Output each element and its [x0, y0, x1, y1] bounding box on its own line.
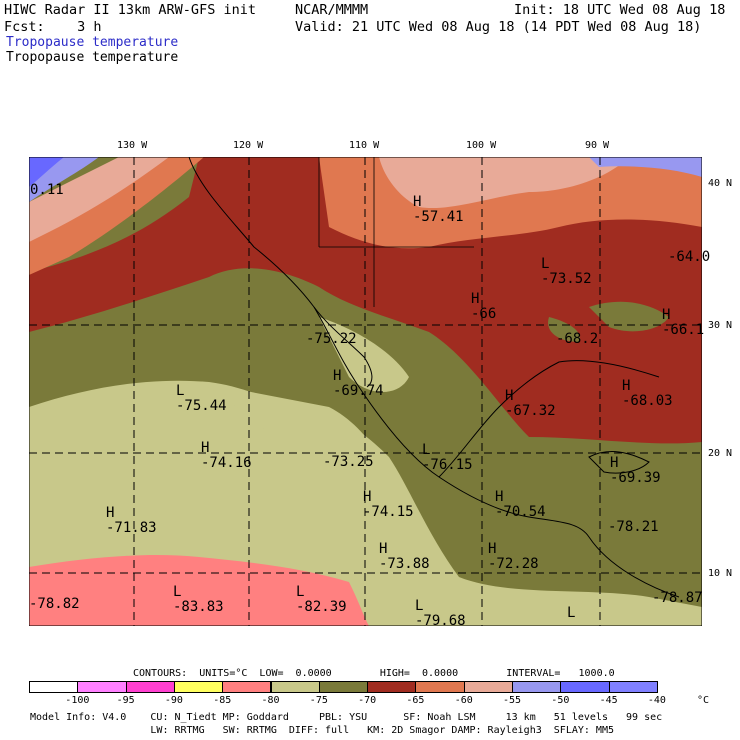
- map-label-low: L: [567, 605, 576, 621]
- map-label-low: L -75.44: [176, 383, 227, 414]
- map-label-high: H -73.88: [379, 541, 430, 572]
- map-label-high: H -72.28: [488, 541, 539, 572]
- map-label-high: H -69.74: [333, 368, 384, 399]
- field-title-colored: Tropopause temperature: [6, 35, 179, 50]
- map-label-value: -78.82: [29, 596, 80, 612]
- color-scale-tick-label: -60: [454, 695, 473, 706]
- map-label-high: H -74.16: [201, 440, 252, 471]
- color-scale-cell: [318, 681, 369, 693]
- color-scale-tick-label: -40: [647, 695, 666, 706]
- model-title: HIWC Radar II 13km ARW-GFS init: [4, 2, 256, 18]
- lon-label-100w: 100 W: [466, 140, 497, 151]
- color-scale-cell: [415, 681, 465, 693]
- map-label-value: -73.25: [323, 454, 374, 470]
- map-label-value: -78.87: [652, 590, 703, 606]
- color-scale-tick-label: -80: [261, 695, 280, 706]
- valid-time: Valid: 21 UTC Wed 08 Aug 18 (14 PDT Wed …: [295, 19, 702, 35]
- color-scale-cell: [222, 681, 272, 693]
- color-scale-tick-label: -55: [503, 695, 522, 706]
- field-title: Tropopause temperature: [6, 50, 179, 65]
- model-info-line2: LW: RRTMG SW: RRTMG DIFF: full KM: 2D Sm…: [30, 725, 614, 736]
- map-label-low: L -73.52: [541, 256, 592, 287]
- color-scale-cell: [77, 681, 127, 693]
- color-scale-cell: [270, 681, 320, 693]
- map-label-value: -78.21: [608, 519, 659, 535]
- unit-label: °C: [697, 695, 710, 706]
- init-time: Init: 18 UTC Wed 08 Aug 18: [514, 2, 726, 18]
- color-scale-cell: [463, 681, 513, 693]
- color-scale-tick-label: -75: [309, 695, 328, 706]
- lon-label-130w: 130 W: [117, 140, 148, 151]
- color-scale-cell: [560, 681, 610, 693]
- map-label-low: L -76.15: [422, 442, 473, 473]
- map-label-high: H -69.39: [610, 455, 661, 486]
- map-label-high: H -67.32: [505, 388, 556, 419]
- map-label-value: -68.2: [556, 331, 599, 347]
- forecast-hour: Fcst: 3 h: [4, 19, 102, 35]
- lon-label-110w: 110 W: [349, 140, 380, 151]
- map-label-value: 0.11: [30, 182, 64, 198]
- map-label-high: H -66.1: [662, 307, 705, 338]
- map-label-high: H -68.03: [622, 378, 673, 409]
- lat-label-20n: 20 N: [708, 448, 733, 459]
- lon-label-120w: 120 W: [233, 140, 264, 151]
- map-label-low: L -83.83: [173, 584, 224, 615]
- color-scale-tick-label: -45: [599, 695, 618, 706]
- color-scale-tick-label: -50: [551, 695, 570, 706]
- color-scale-tick-label: -85: [213, 695, 232, 706]
- model-info-line1: Model Info: V4.0 CU: N_Tiedt MP: Goddard…: [30, 712, 663, 723]
- contour-info: CONTOURS: UNITS=°C LOW= 0.0000 HIGH= 0.0…: [133, 668, 615, 679]
- map-label-high: H -70.54: [495, 489, 546, 520]
- map-label-low: L -82.39: [296, 584, 347, 615]
- color-scale-cell: [608, 681, 658, 693]
- lat-label-10n: 10 N: [708, 568, 733, 579]
- org-label: NCAR/MMMM: [295, 2, 369, 18]
- lat-label-40n: 40 N: [708, 178, 733, 189]
- color-scale-cell: [367, 681, 417, 693]
- map-label-high: H -71.83: [106, 505, 157, 536]
- lon-label-90w: 90 W: [585, 140, 610, 151]
- map-label-high: H -74.15: [363, 489, 414, 520]
- color-scale-tick-label: -100: [65, 695, 90, 706]
- map-label-value: -64.0: [668, 249, 711, 265]
- color-scale-tick-label: -95: [116, 695, 135, 706]
- map-label-low: L -79.68: [415, 598, 466, 629]
- map-label-high: H -66: [471, 291, 497, 322]
- color-scale-tick-label: -65: [406, 695, 425, 706]
- lat-label-30n: 30 N: [708, 320, 733, 331]
- color-scale-cell: [173, 681, 224, 693]
- map-label-value: -75.22: [306, 331, 357, 347]
- tropopause-temperature-map: [29, 157, 702, 626]
- color-scale-cell: [512, 681, 562, 693]
- color-scale-cell: [29, 681, 79, 693]
- map-label-high: H -57.41: [413, 194, 464, 225]
- color-scale-cell: [125, 681, 175, 693]
- color-scale-tick-label: -70: [358, 695, 377, 706]
- color-scale-tick-label: -90: [164, 695, 183, 706]
